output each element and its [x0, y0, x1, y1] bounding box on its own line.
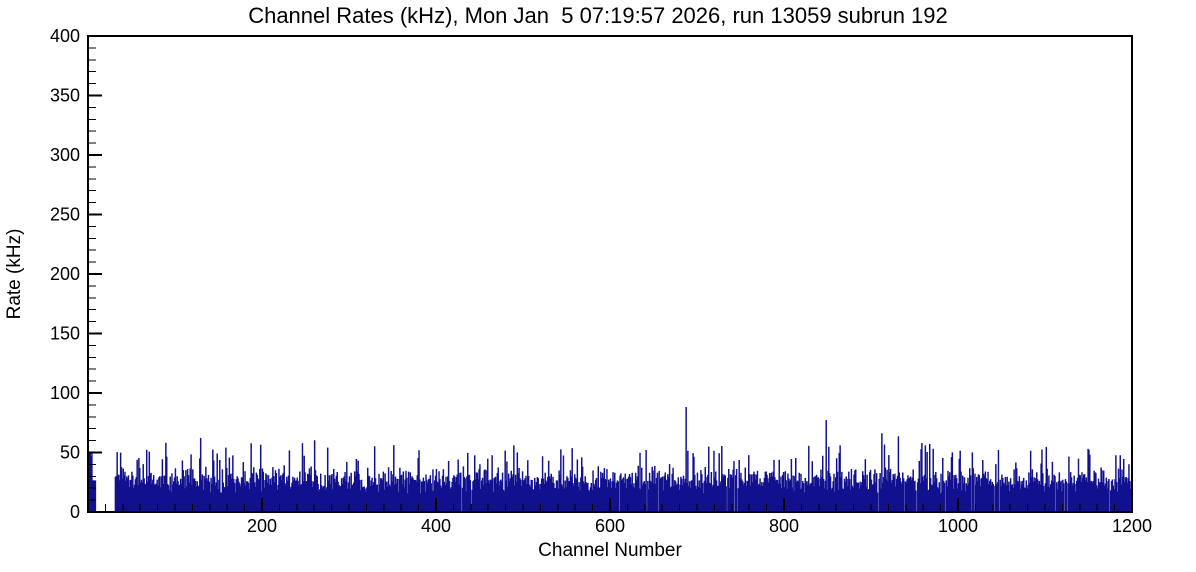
y-tick-label: 100 — [50, 383, 80, 403]
plot-frame — [87, 35, 1133, 513]
y-tick-label: 150 — [50, 324, 80, 344]
x-tick-label: 1000 — [938, 516, 978, 536]
y-tick-label: 200 — [50, 264, 80, 284]
histogram-series — [87, 407, 1133, 513]
y-tick-label: 250 — [50, 205, 80, 225]
y-tick-label: 50 — [60, 443, 80, 463]
y-axis-title: Rate (kHz) — [4, 229, 25, 320]
y-tick-label: 350 — [50, 86, 80, 106]
chart-title: Channel Rates (kHz), Mon Jan 5 07:19:57 … — [248, 3, 948, 28]
x-axis-title: Channel Number — [538, 540, 682, 561]
x-tick-label: 200 — [247, 516, 277, 536]
x-tick-label: 600 — [595, 516, 625, 536]
axis-tick-labels: 0 50 100 150 200 250 300 350 400 200 400 600 800 1000… — [50, 26, 1152, 536]
axis-ticks — [88, 35, 1133, 513]
y-tick-label: 300 — [50, 145, 80, 165]
y-tick-label: 0 — [70, 502, 80, 522]
x-tick-label: 1200 — [1112, 516, 1152, 536]
x-tick-label: 400 — [421, 516, 451, 536]
x-tick-label: 800 — [769, 516, 799, 536]
histogram-path — [87, 407, 1133, 513]
y-tick-label: 400 — [50, 26, 80, 46]
